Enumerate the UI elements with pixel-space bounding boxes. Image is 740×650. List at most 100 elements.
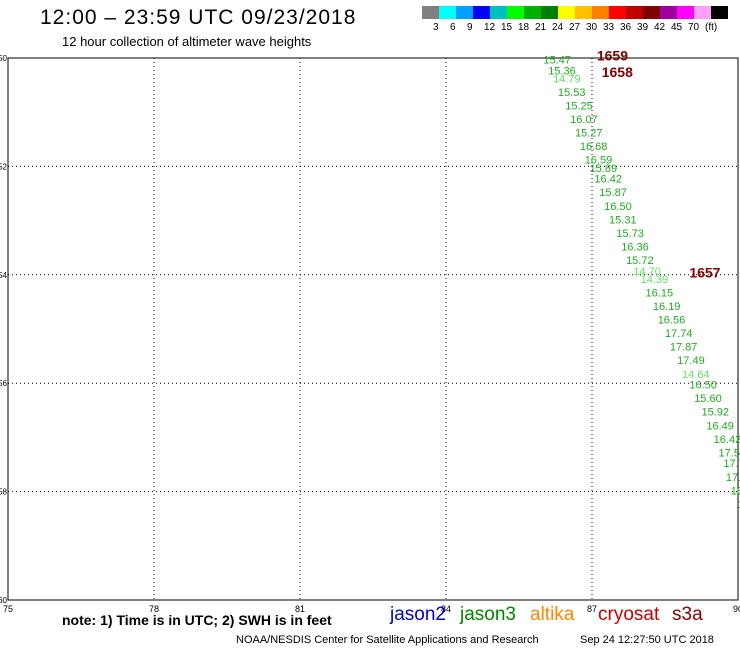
latitude-tick-label: -60: [0, 596, 8, 605]
legend-swatch: [541, 6, 558, 19]
legend-swatch: [473, 6, 490, 19]
legend-label: 30: [586, 22, 598, 33]
time-label: 1657: [689, 265, 720, 281]
wave-height-value: 14.79: [553, 73, 581, 85]
legend-swatch: [456, 6, 473, 19]
latitude-tick-label: -54: [0, 271, 8, 280]
wave-height-value: 16.49: [706, 420, 734, 432]
latitude-tick-label: -56: [0, 379, 8, 388]
axis-tick-labels: 75 78 81 84 87 90 -50 -52 -54 -56 -58 -60: [0, 54, 740, 614]
wave-height-value: 16.19: [653, 301, 681, 313]
legend-swatch: [422, 6, 439, 19]
legend-label: 45: [671, 22, 683, 33]
wave-height-value: 17.70: [723, 458, 740, 470]
footer-note: note: 1) Time is in UTC; 2) SWH is in fe…: [62, 612, 332, 628]
legend-label: 39: [637, 22, 649, 33]
timestamp-text: Sep 24 12:27:50 UTC 2018: [580, 634, 714, 646]
wave-height-value: 16.50: [689, 380, 717, 392]
latitude-tick-label: -52: [0, 162, 8, 171]
legend-label: 12: [484, 22, 496, 33]
wave-height-value: 15.36: [548, 65, 576, 77]
wave-height-value: 16.68: [580, 141, 608, 153]
legend-swatch: [507, 6, 524, 19]
longitude-tick-label: 78: [149, 604, 159, 614]
legend-label: 33: [603, 22, 615, 33]
time-label: 1659: [597, 48, 628, 64]
grid-lines: [7, 57, 739, 601]
longitude-tick-label: 75: [3, 604, 13, 614]
wave-height-value: 15.89: [590, 163, 618, 175]
map-subtitle: 12 hour collection of altimeter wave hei…: [62, 34, 312, 49]
wave-height-value: 16.36: [621, 241, 649, 253]
plot-border: [7, 57, 739, 601]
legend-swatch: [677, 6, 694, 19]
longitude-tick-label: 81: [295, 604, 305, 614]
longitude-tick-label: 87: [587, 604, 597, 614]
wave-height-value: 15.31: [609, 214, 637, 226]
legend-label: 21: [535, 22, 547, 33]
legend-swatch: [694, 6, 711, 19]
longitude-tick-label: 84: [441, 604, 451, 614]
wave-height-value: 16.15: [646, 287, 674, 299]
wave-height-value: 16.07: [570, 114, 598, 126]
wave-height-value: 16.50: [604, 201, 632, 213]
credit-text: NOAA/NESDIS Center for Satellite Applica…: [236, 634, 539, 646]
legend-label: 70: [688, 22, 700, 33]
wave-height-value: 16.42: [594, 174, 622, 186]
wave-height-value: 16.42: [714, 434, 740, 446]
satellite-jason2: jason2: [390, 604, 446, 625]
map-title: 12:00 – 23:59 UTC 09/23/2018: [40, 6, 357, 29]
latitude-tick-label: -50: [0, 54, 8, 63]
legend-label: 15: [501, 22, 513, 33]
satellite-altika: altika: [530, 604, 575, 625]
legend-swatch: [609, 6, 626, 19]
wave-height-value: 16.59: [585, 155, 613, 167]
legend-label: 3: [433, 22, 439, 33]
latitude-tick-label: -58: [0, 488, 8, 497]
wave-height-value: 17.87: [670, 342, 698, 354]
legend-label: 6: [450, 22, 456, 33]
legend-swatch: [660, 6, 677, 19]
legend-label: 24: [552, 22, 564, 33]
wave-height-value: 14.39: [641, 274, 669, 286]
wave-height-value: 15.25: [565, 100, 593, 112]
satellite-cryosat: cryosat: [598, 604, 660, 625]
legend-label: 18: [518, 22, 530, 33]
wave-height-value: 15.87: [599, 187, 627, 199]
legend-swatch: [490, 6, 507, 19]
wave-height-value: 14.70: [633, 266, 661, 278]
wave-height-value: 16.56: [658, 315, 686, 327]
legend-swatch: [711, 6, 728, 19]
legend-swatch: [439, 6, 456, 19]
legend-swatch: [575, 6, 592, 19]
wave-height-value: 14.64: [682, 369, 710, 381]
wave-height-value: 17.59: [719, 447, 740, 459]
legend-label: 27: [569, 22, 581, 33]
wave-height-value: 15.73: [616, 228, 644, 240]
legend-swatch: [643, 6, 660, 19]
legend-swatch: [626, 6, 643, 19]
wave-height-value: 15.60: [694, 393, 722, 405]
wave-height-value: 17.67: [726, 472, 740, 484]
longitude-tick-label: 90: [733, 604, 740, 614]
satellite-jason3: jason3: [460, 604, 516, 625]
wave-height-value: 15.27: [575, 128, 603, 140]
wave-height-value: 16: [738, 499, 740, 511]
legend-swatch: [558, 6, 575, 19]
time-label: 1658: [602, 64, 633, 80]
wave-height-value: 15.72: [626, 255, 654, 267]
legend-label: (ft): [705, 22, 718, 33]
wave-height-value: 15.53: [558, 87, 586, 99]
wave-height-value: 15.92: [702, 407, 730, 419]
legend-label: 42: [654, 22, 666, 33]
wave-height-value: 17.74: [665, 328, 693, 340]
legend-swatch: [524, 6, 541, 19]
wave-height-value: 16.4: [731, 485, 740, 497]
legend-label: 36: [620, 22, 632, 33]
legend-swatch: [592, 6, 609, 19]
wave-height-value: 17.49: [677, 355, 705, 367]
